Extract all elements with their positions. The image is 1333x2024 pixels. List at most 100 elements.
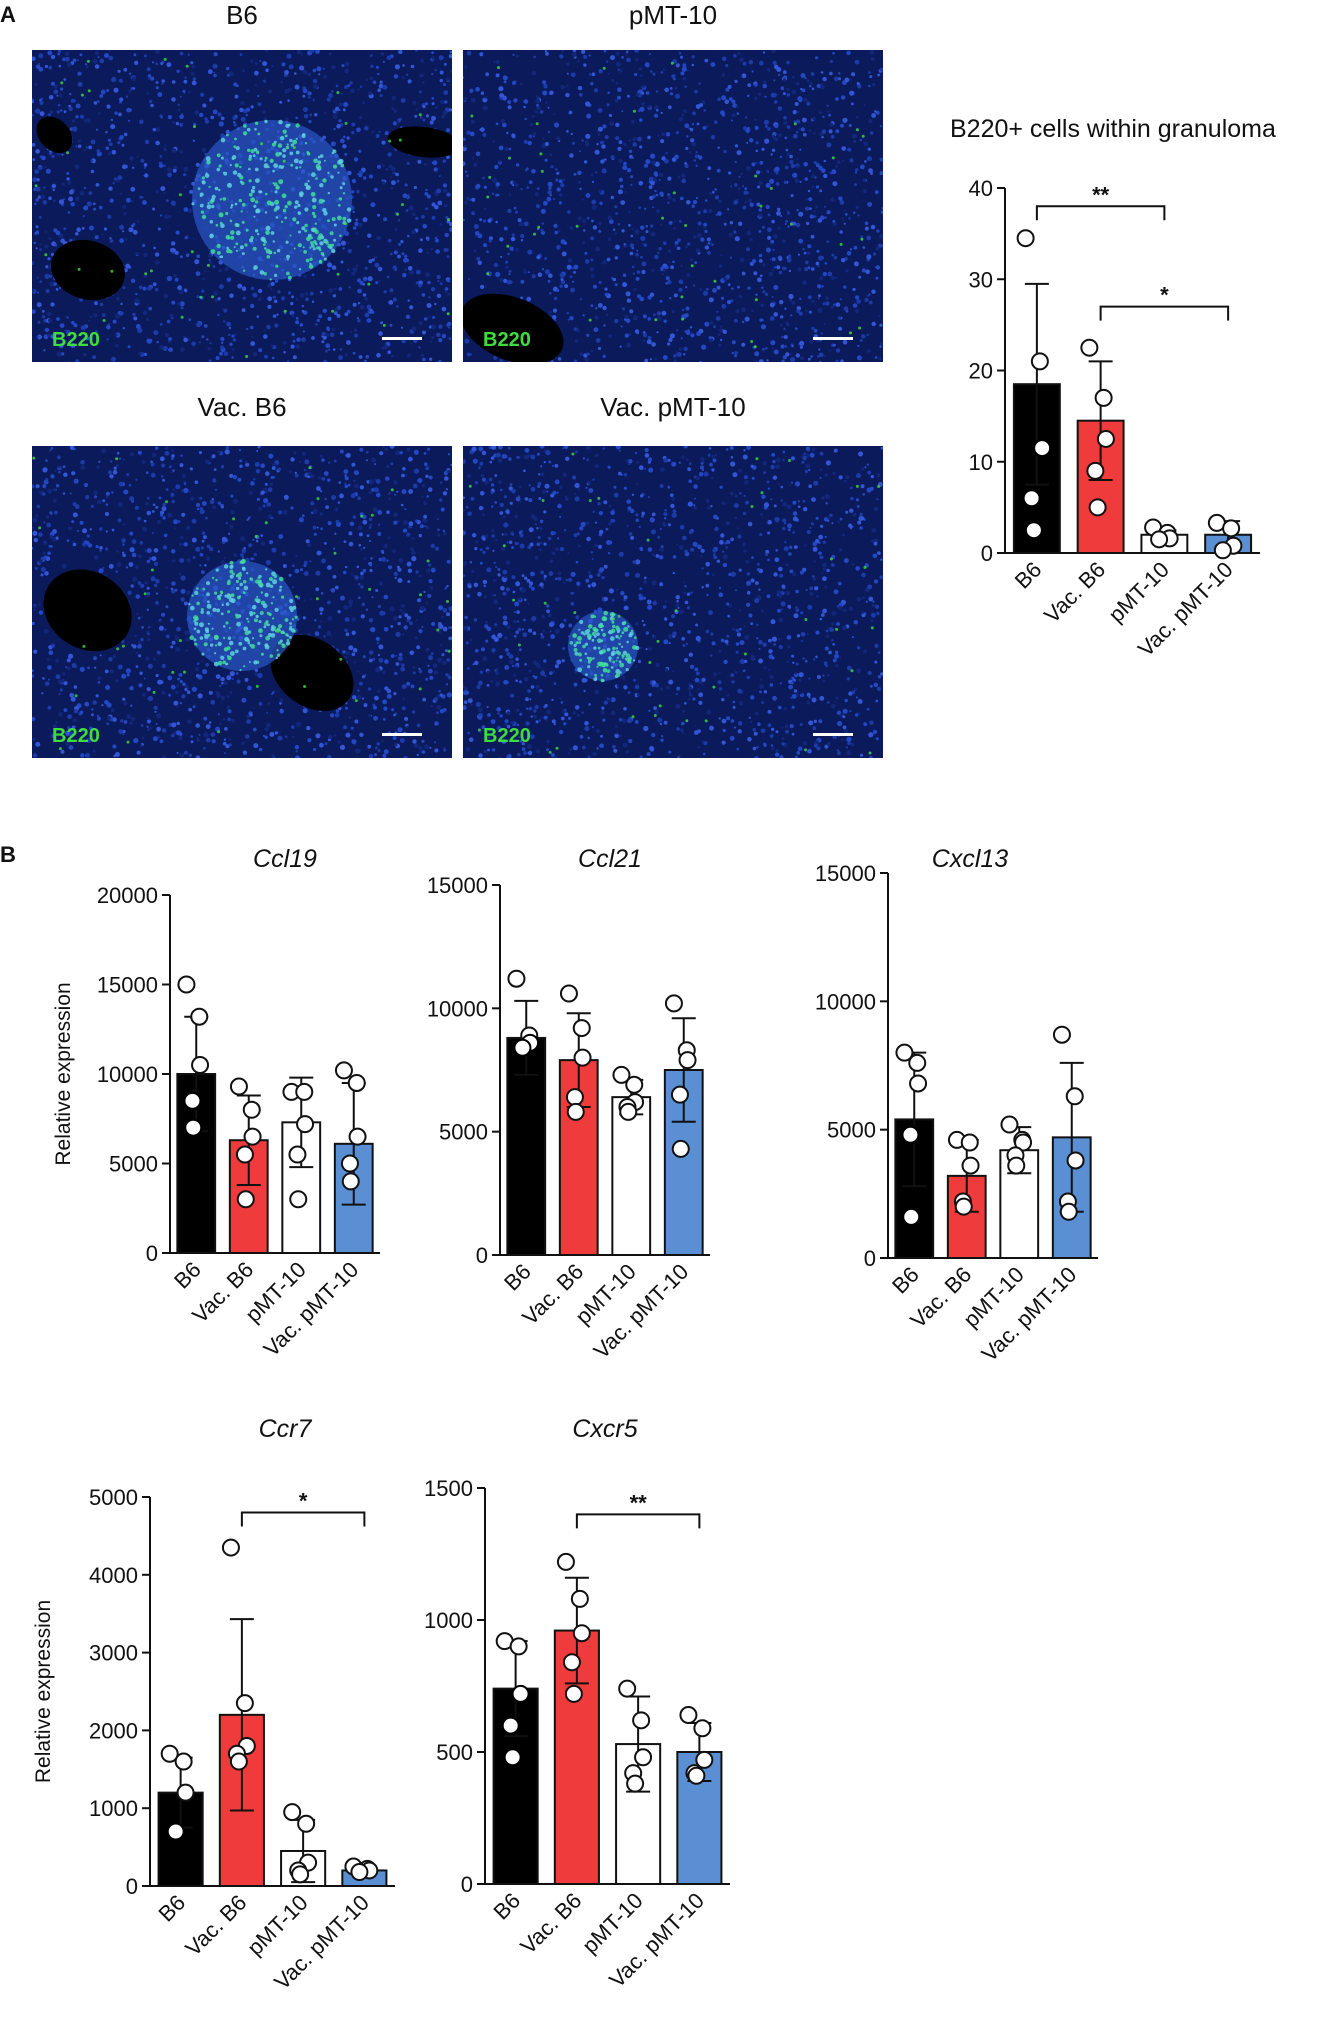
micrograph-title-b6: B6 — [226, 0, 258, 30]
y-tick-label: 10 — [969, 450, 993, 475]
data-point — [625, 1075, 644, 1094]
micrograph-title-vac-pmt10: Vac. pMT-10 — [600, 392, 746, 422]
y-tick-label: 20000 — [97, 883, 158, 908]
chart-title-ccl21: Ccl21 — [578, 845, 642, 873]
data-point — [670, 1085, 689, 1104]
y-tick-label: 15000 — [427, 873, 488, 898]
data-point — [908, 1053, 927, 1072]
data-point — [174, 1752, 193, 1771]
data-point — [895, 1043, 914, 1062]
data-point — [562, 1653, 581, 1672]
data-point — [296, 1115, 315, 1134]
data-point — [1052, 1025, 1071, 1044]
data-point — [347, 1073, 366, 1092]
data-point — [612, 1065, 631, 1084]
data-point — [570, 1589, 589, 1608]
data-point — [618, 1679, 637, 1698]
significance-bracket: * — [1099, 283, 1230, 321]
data-point — [1059, 1202, 1078, 1221]
data-point — [160, 1744, 179, 1763]
stain-label: B220 — [52, 725, 100, 747]
chart-title-ccr7: Ccr7 — [258, 1415, 312, 1443]
data-point — [1080, 338, 1099, 357]
data-point — [1033, 439, 1052, 458]
y-tick-label: 40 — [969, 176, 993, 201]
data-point — [289, 1190, 308, 1209]
y-axis-label: Relative expression — [52, 982, 75, 1165]
y-tick-label: 1000 — [424, 1608, 473, 1633]
chart-title-ccl19: Ccl19 — [253, 845, 317, 873]
data-point — [513, 1038, 532, 1057]
data-point — [177, 975, 196, 994]
data-point — [297, 1814, 316, 1833]
y-tick-label: 0 — [864, 1246, 876, 1271]
x-tick-label: B6 — [1010, 557, 1047, 594]
y-tick-label: 0 — [476, 1243, 488, 1268]
stain-label: B220 — [483, 725, 531, 747]
data-point — [626, 1774, 645, 1793]
data-point — [1222, 519, 1241, 538]
data-point — [1000, 1115, 1019, 1134]
data-point — [503, 1748, 522, 1767]
data-point — [960, 1133, 979, 1152]
data-point — [507, 969, 526, 988]
y-tick-label: 0 — [126, 1874, 138, 1899]
data-point — [283, 1803, 302, 1822]
data-point — [334, 1061, 353, 1080]
data-point — [634, 1748, 653, 1767]
data-point — [291, 1865, 310, 1884]
y-tick-label: 0 — [146, 1241, 158, 1266]
y-tick-label: 4000 — [89, 1563, 138, 1588]
y-tick-label: 30 — [969, 267, 993, 292]
y-tick-label: 0 — [461, 1872, 473, 1897]
data-point — [288, 1145, 307, 1164]
x-tick-label: Vac. B6 — [1039, 557, 1110, 628]
y-tick-label: 1000 — [89, 1796, 138, 1821]
y-tick-label: 500 — [436, 1740, 473, 1765]
scale-bar — [813, 733, 853, 736]
chart-title-b220: B220+ cells within granuloma — [950, 115, 1276, 143]
chart-title-cxcr5: Cxcr5 — [572, 1415, 638, 1443]
data-point — [235, 1694, 254, 1713]
bar-pmt-10 — [611, 1096, 652, 1256]
data-point — [1016, 229, 1035, 248]
y-tick-label: 1500 — [424, 1476, 473, 1501]
data-point — [564, 1684, 583, 1703]
chart-ccl19: 0 5000 10000 15000 20000 Relative expression B… — [52, 883, 380, 1362]
data-point — [572, 1624, 591, 1643]
y-tick-label: 10000 — [427, 996, 488, 1021]
data-point — [166, 1822, 185, 1841]
y-tick-label: 5000 — [827, 1118, 876, 1143]
significance-label: * — [1160, 283, 1169, 308]
data-point — [954, 1197, 973, 1216]
y-tick-label: 5000 — [439, 1120, 488, 1145]
data-point — [556, 1552, 575, 1571]
y-tick-label: 15000 — [97, 973, 158, 998]
data-point — [229, 1077, 248, 1096]
data-point — [236, 1190, 255, 1209]
data-point — [295, 1082, 314, 1101]
data-point — [679, 1706, 698, 1725]
micrograph-b6: B220 — [32, 50, 452, 362]
data-point — [1065, 1087, 1084, 1106]
data-point — [566, 1102, 585, 1121]
data-point — [678, 1051, 697, 1070]
data-point — [1022, 489, 1041, 508]
significance-label: * — [299, 1489, 308, 1514]
data-point — [1150, 530, 1169, 549]
data-point — [1014, 1133, 1033, 1152]
micrograph-vac-pmt10: B220 — [463, 446, 883, 758]
data-point — [1066, 1151, 1085, 1170]
x-tick-label: B6 — [169, 1257, 206, 1294]
data-point — [242, 1100, 261, 1119]
data-point — [341, 1172, 360, 1191]
y-tick-label: 5000 — [109, 1152, 158, 1177]
x-tick-label: B6 — [153, 1890, 190, 1927]
y-axis: 0 1000 2000 3000 4000 5000 — [89, 1485, 395, 1899]
significance-bracket: ** — [575, 1490, 701, 1529]
y-tick-label: 2000 — [89, 1718, 138, 1743]
chart-ccr7: 0 1000 2000 3000 4000 5000 Relative expression… — [32, 1485, 395, 1995]
stain-label: B220 — [483, 329, 531, 351]
significance-label: ** — [630, 1490, 648, 1515]
